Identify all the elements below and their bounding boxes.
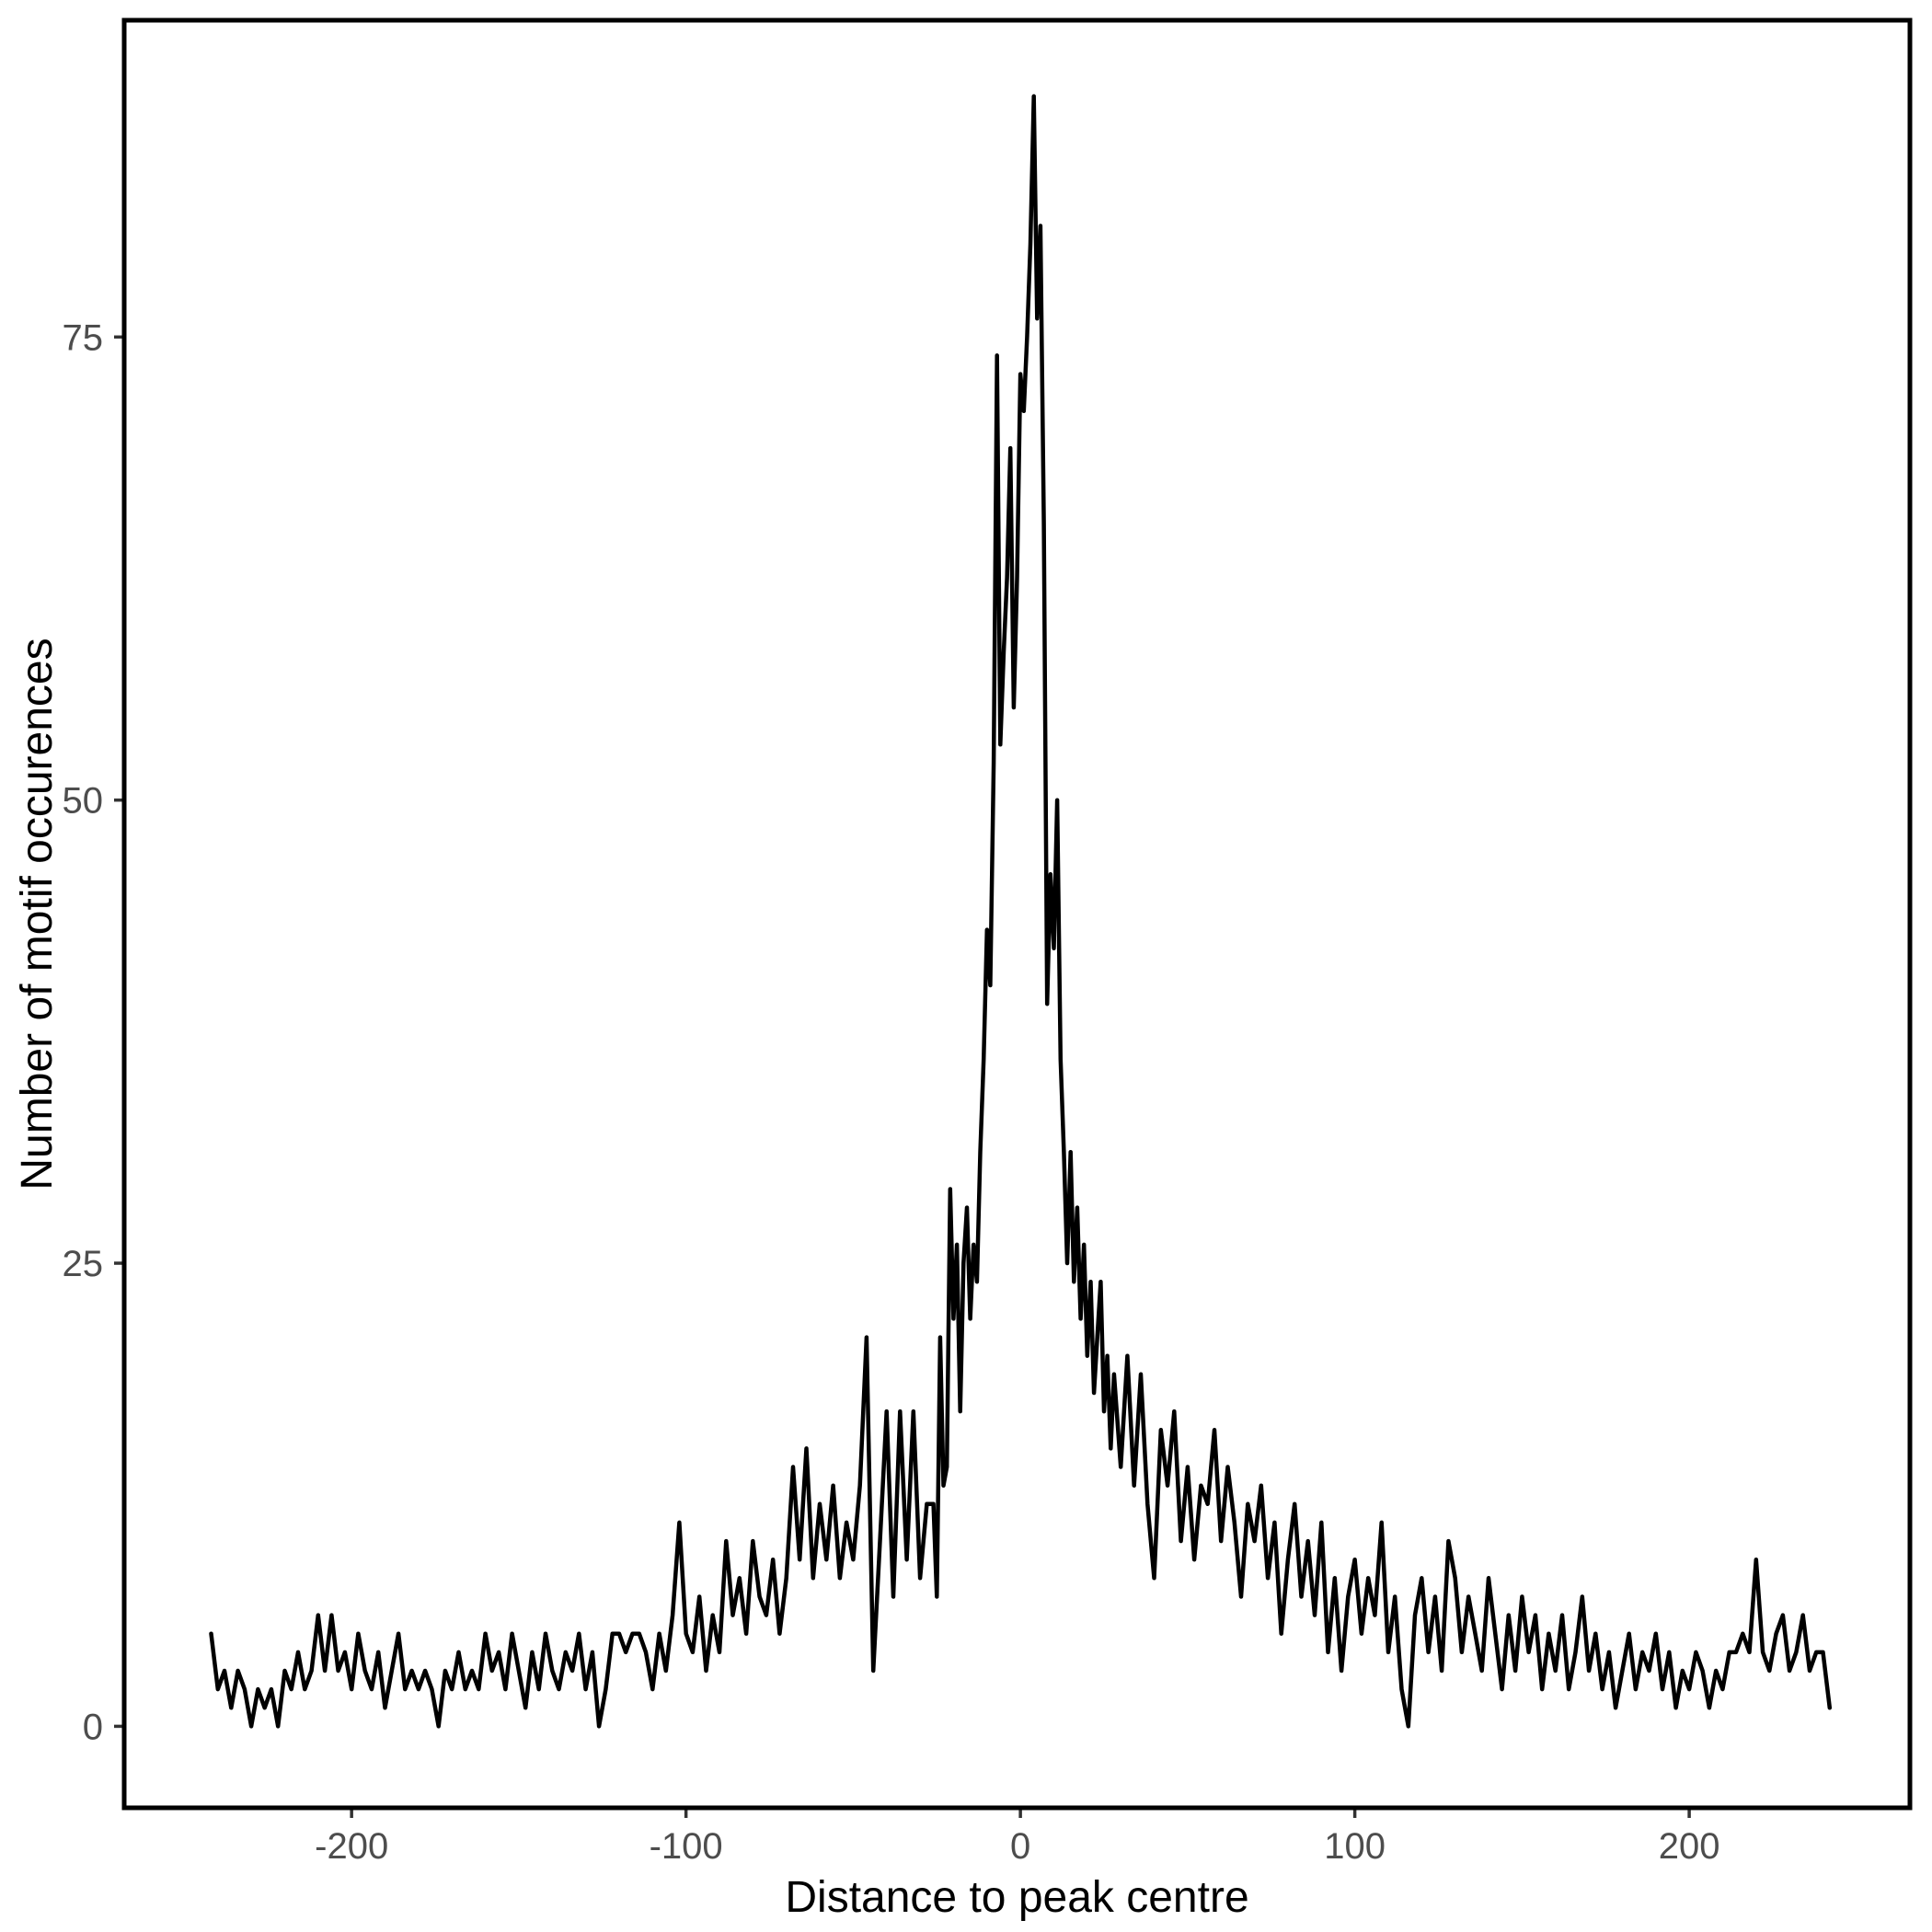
x-tick-label: -100	[650, 1826, 723, 1867]
x-tick-label: 0	[1010, 1826, 1030, 1867]
x-tick-label: -200	[315, 1826, 388, 1867]
panel-border	[121, 17, 1913, 1811]
y-axis-title: Number of motif occurences	[13, 638, 62, 1190]
x-tick-label: 100	[1324, 1826, 1386, 1867]
axis-tick-labels: -200 -100 0 100 200 0 25 50 75	[63, 317, 1720, 1867]
y-tick-label: 0	[83, 1707, 103, 1747]
y-tick-label: 50	[63, 781, 104, 822]
x-axis-title: Distance to peak centre	[785, 1873, 1248, 1922]
data-line	[209, 94, 1833, 1729]
x-tick-label: 200	[1659, 1826, 1720, 1867]
y-tick-label: 25	[63, 1244, 104, 1284]
y-tick-label: 75	[63, 317, 104, 358]
